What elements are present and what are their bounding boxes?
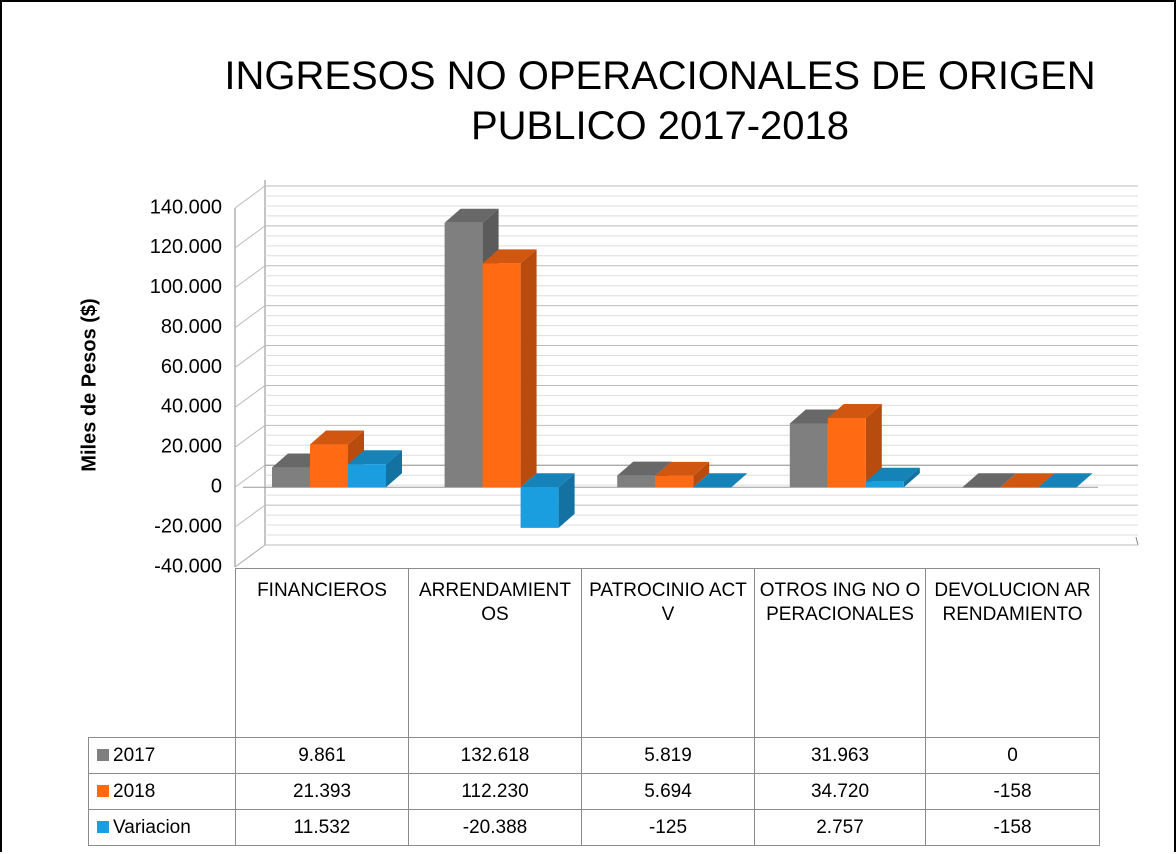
bar — [865, 481, 904, 488]
grid-line — [234, 544, 266, 568]
bar — [827, 417, 866, 488]
bar — [1038, 487, 1077, 488]
bar — [482, 263, 521, 488]
chart-title: INGRESOS NO OPERACIONALES DE ORIGEN PUBLI… — [224, 54, 1095, 148]
table-row: 2018 21.393 112.230 5.694 34.720 -158 — [88, 773, 1100, 810]
bar-top — [520, 473, 575, 488]
grid-line — [234, 504, 266, 528]
y-tick-label: 40.000 — [161, 396, 222, 418]
data-label: 5.694 — [581, 773, 755, 810]
data-label: 31.963 — [754, 737, 926, 774]
bar-top — [482, 249, 537, 264]
bar — [693, 487, 732, 488]
y-tick-label: 20.000 — [161, 436, 222, 458]
data-label: -158 — [925, 809, 1100, 846]
grid-line — [234, 385, 266, 408]
legend-label: Variacion — [113, 816, 191, 838]
bar-side — [903, 467, 920, 488]
bar — [348, 464, 386, 488]
y-tick-label: 60.000 — [161, 356, 222, 378]
bar-top — [827, 403, 882, 418]
y-tick-label: -20.000 — [154, 515, 222, 537]
bar-top — [444, 208, 499, 223]
bar-top — [1038, 473, 1093, 488]
bar-side — [731, 473, 748, 488]
bar — [444, 222, 483, 488]
legend-entry: 2017 — [88, 737, 236, 774]
data-label: 112.230 — [408, 773, 582, 810]
y-tick-label: 80.000 — [161, 316, 222, 338]
data-label: 132.618 — [408, 737, 582, 774]
x-tick-label: PATROCINIO ACTV — [581, 568, 755, 738]
grid-line — [234, 345, 266, 368]
data-label: 5.819 — [581, 737, 755, 774]
grid-line — [234, 225, 266, 249]
table-header-row: FINANCIEROS ARRENDAMIENTOS PATROCINIO ACTV… — [89, 568, 1100, 738]
y-tick-label: 120.000 — [150, 236, 222, 258]
grid-line — [234, 305, 266, 329]
legend-label: 2018 — [113, 780, 156, 802]
data-label: -158 — [925, 773, 1100, 810]
data-label: 2.757 — [754, 809, 926, 846]
bar-top — [693, 473, 748, 488]
y-tick-label: 140.000 — [150, 196, 222, 218]
bar-top — [962, 473, 1017, 488]
grid-line — [234, 185, 266, 209]
x-tick-label: FINANCIEROS — [235, 568, 409, 738]
bar — [272, 467, 310, 488]
bar-top — [865, 467, 920, 482]
bar-side — [558, 473, 575, 528]
bar-top — [655, 461, 710, 476]
x-tick-label: OTROS ING NO OPERACIONALES — [754, 568, 926, 738]
bar — [962, 487, 1001, 488]
table-row: 2017 9.861 132.618 5.819 31.963 0 — [88, 737, 1100, 774]
bar-side — [1076, 473, 1093, 488]
legend-swatch — [97, 784, 109, 797]
bar-side — [520, 249, 537, 488]
data-label: -20.388 — [408, 809, 582, 846]
y-axis-label: Miles de Pesos ($) — [78, 298, 100, 471]
grid-line — [234, 424, 266, 448]
wall-edge — [1135, 536, 1139, 546]
bar-top — [617, 461, 672, 476]
bar — [617, 475, 656, 488]
data-label: 9.861 — [235, 737, 409, 774]
bar — [310, 444, 348, 488]
bar-top — [348, 450, 402, 465]
legend-entry: 2018 — [88, 773, 236, 810]
bar — [520, 487, 559, 528]
data-label: 0 — [925, 737, 1100, 774]
table-blank-cell — [89, 569, 236, 738]
x-tick-label: DEVOLUCION ARRENDAMIENTO — [925, 568, 1100, 738]
bar-side — [865, 403, 882, 488]
data-label: -125 — [581, 809, 755, 846]
bar-top — [1000, 473, 1055, 488]
grid-line — [234, 464, 266, 488]
bar-side — [693, 461, 710, 488]
data-label: 11.532 — [235, 809, 409, 846]
data-table: FINANCIEROS ARRENDAMIENTOS PATROCINIO ACTV… — [88, 568, 1100, 846]
bar-side — [386, 450, 402, 488]
data-label: 34.720 — [754, 773, 926, 810]
legend-label: 2017 — [113, 744, 156, 766]
y-tick-label: 0 — [211, 476, 222, 498]
legend-swatch — [97, 820, 109, 833]
legend-swatch — [97, 748, 109, 761]
bar — [789, 423, 828, 488]
bar — [655, 475, 694, 488]
bar — [1000, 487, 1039, 488]
data-label: 21.393 — [235, 773, 409, 810]
grid-line — [234, 265, 266, 289]
x-tick-label: ARRENDAMIENTOS — [408, 568, 582, 738]
bar-top — [310, 430, 364, 445]
legend-entry: Variacion — [88, 809, 236, 846]
y-tick-label: 100.000 — [150, 276, 222, 298]
table-row: Variacion 11.532 -20.388 -125 2.757 -158 — [88, 809, 1100, 846]
y-tick-label: -40.000 — [154, 555, 222, 577]
